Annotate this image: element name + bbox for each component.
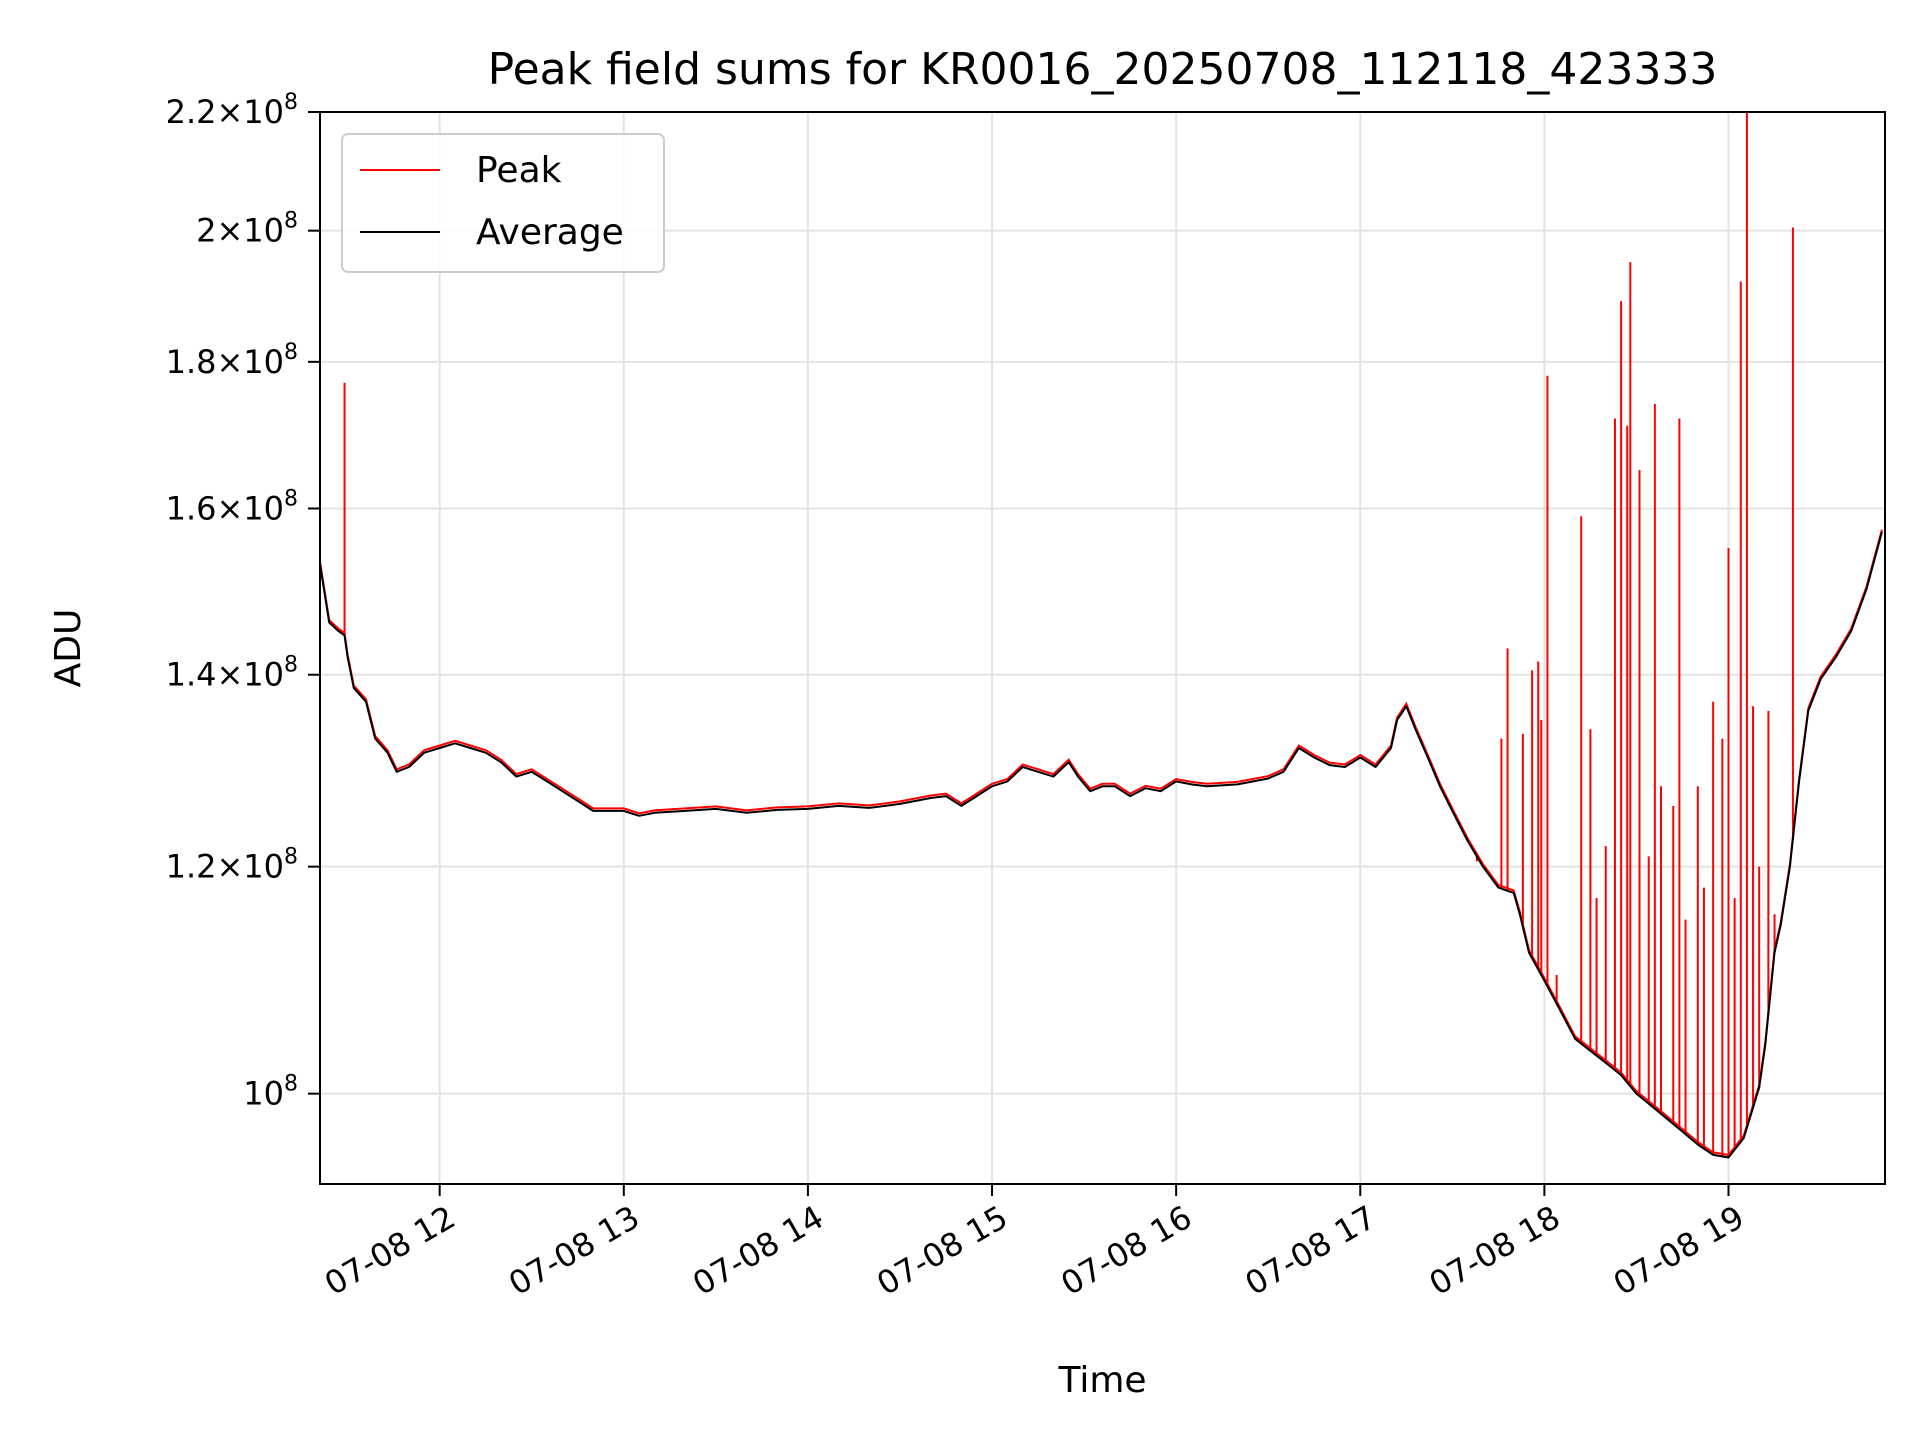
legend-label: Peak <box>476 150 562 191</box>
legend-label: Average <box>476 212 624 253</box>
y-tick-label: 2.2×108 <box>166 90 298 131</box>
y-tick-label: 1.6×108 <box>166 486 298 527</box>
y-axis: 108 1.2×108 1.4×108 1.6×108 1.8×108 2×108 2.2×… <box>166 90 320 1113</box>
y-tick-label: 1.8×108 <box>166 340 298 381</box>
peak-series-line <box>319 529 1883 1157</box>
chart-title: Peak field sums for KR0016_20250708_1121… <box>488 44 1718 95</box>
legend: Peak Average <box>341 133 665 273</box>
y-tick-label: 1.4×108 <box>166 653 298 694</box>
plot-series <box>319 112 1883 1159</box>
y-tick-label: 108 <box>243 1072 298 1113</box>
average-series-line <box>319 531 1883 1159</box>
legend-box <box>341 133 665 273</box>
y-axis-label: ADU <box>48 609 89 688</box>
x-axis-label: Time <box>1057 1360 1146 1401</box>
y-tick-label: 2×108 <box>196 209 298 250</box>
plot-frame <box>319 111 1886 1185</box>
y-tick-label: 1.2×108 <box>166 845 298 886</box>
